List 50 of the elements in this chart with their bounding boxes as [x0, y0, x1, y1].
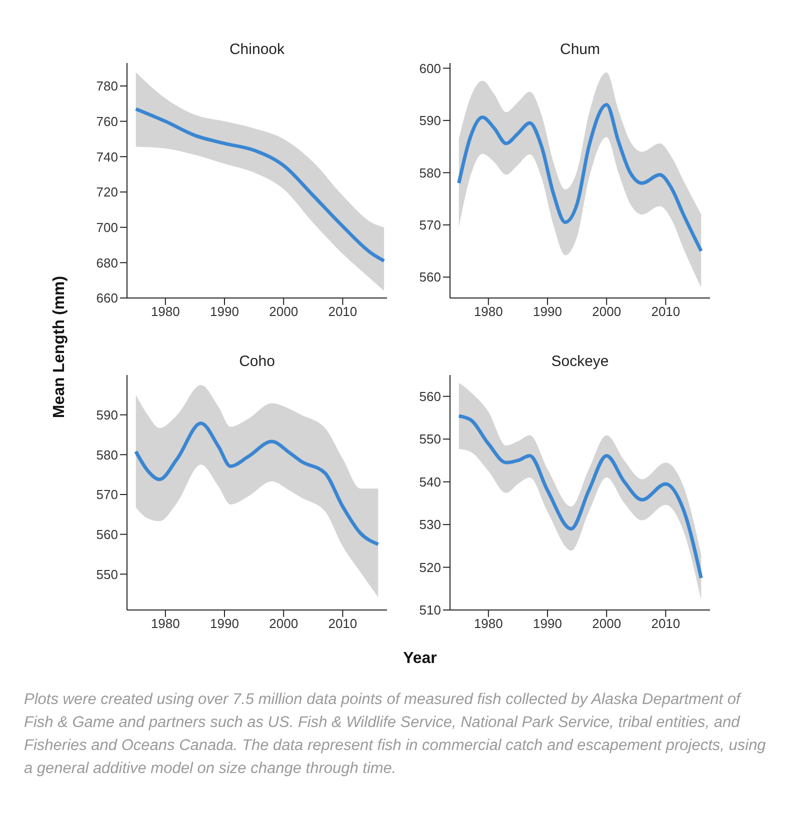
y-axis-title: Mean Length (mm): [51, 274, 69, 420]
y-tick-label: 520: [419, 560, 441, 575]
y-tick-label: 560: [419, 388, 441, 404]
x-tick-label: 2010: [651, 304, 680, 320]
y-tick-label: 680: [96, 255, 118, 270]
x-tick-label: 2010: [328, 616, 358, 632]
y-tick-label: 760: [96, 114, 118, 129]
x-tick-label: 1990: [210, 304, 239, 320]
line-series: [134, 107, 386, 263]
x-tick-label: 1990: [533, 616, 562, 632]
y-tick-label: 590: [96, 407, 118, 422]
y-tick-label: 720: [96, 184, 118, 200]
x-tick-label: 1980: [474, 616, 503, 632]
y-tick-label: 550: [96, 566, 118, 582]
y-tick-label: 660: [96, 290, 118, 306]
chart-title: Coho: [238, 353, 276, 370]
x-tick-label: 1980: [150, 304, 180, 320]
y-tick-label: 560: [96, 526, 118, 542]
y-tick-label: 700: [96, 220, 118, 235]
line-series: [134, 421, 380, 546]
y-tick-label: 740: [96, 149, 118, 164]
line-series: [457, 103, 703, 253]
chart-title: Sockeye: [550, 353, 610, 370]
y-tick-label: 530: [419, 517, 441, 532]
chart-title: Chinook: [228, 41, 286, 58]
y-tick-label: 560: [419, 270, 441, 285]
y-tick-label: 580: [419, 165, 441, 180]
x-tick-label: 2010: [328, 304, 358, 320]
chart-title: Chum: [558, 41, 601, 58]
x-tick-label: 1980: [150, 616, 180, 632]
line-series: [457, 414, 703, 580]
text: Plots were created using over 7.5 million data points of measured fish collected by Alaska Department of Fish & Game and partners such as US. Fish & Wildlife Service, National Park Service, tribal entities, and Fisheries and Oceans Canada. The data represent fish in commercial catch and escapement projects, using a general additive model on size change through time.: [24, 690, 767, 779]
y-tick-label: 550: [419, 432, 441, 447]
y-tick-label: 590: [419, 113, 441, 128]
y-tick-label: 570: [419, 218, 441, 233]
y-tick-label: 570: [96, 487, 118, 502]
y-tick-label: 580: [96, 447, 118, 462]
x-tick-label: 1980: [474, 304, 503, 320]
y-tick-label: 600: [419, 60, 441, 76]
y-tick-label: 510: [419, 602, 441, 618]
y-tick-label: 780: [96, 78, 118, 94]
x-tick-label: 2000: [592, 304, 622, 320]
x-tick-label: 1990: [210, 616, 239, 632]
x-tick-label: 2000: [592, 616, 622, 632]
x-tick-label: 2000: [269, 616, 298, 632]
x-tick-label: 2010: [651, 616, 680, 632]
x-tick-label: 2000: [269, 304, 298, 320]
x-axis-title: Year: [402, 650, 438, 668]
x-tick-label: 1990: [533, 304, 562, 320]
y-tick-label: 540: [419, 474, 441, 490]
